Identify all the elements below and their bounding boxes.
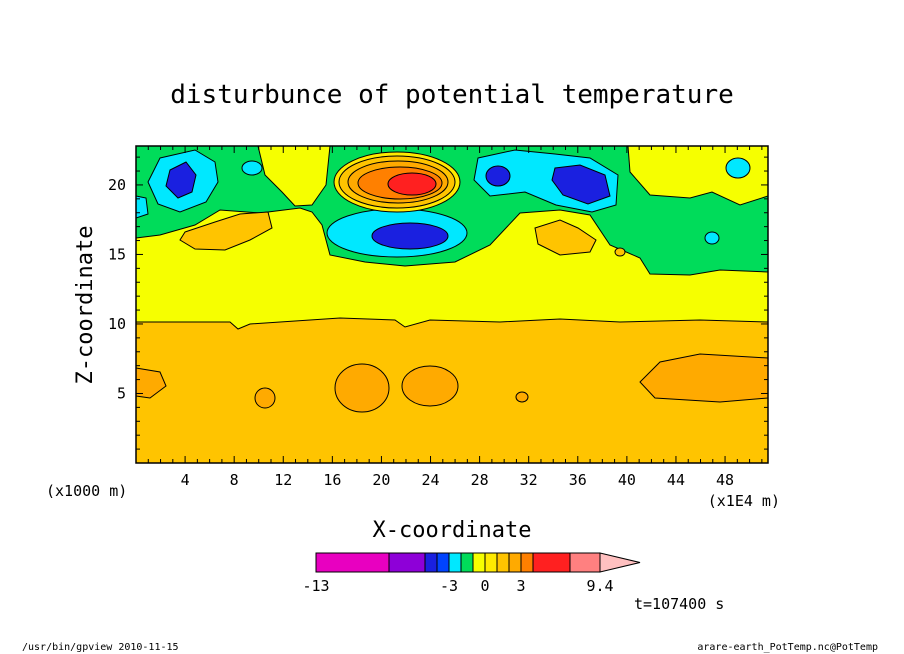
cold-anomaly-right-inner-2: [485, 165, 511, 187]
x-tick-label: 16: [323, 471, 341, 489]
colorbar-segment: [460, 552, 474, 573]
x-tick-label: 12: [274, 471, 292, 489]
colorbar-segment: [520, 552, 534, 573]
cold-anomaly-far-right-small: [704, 231, 720, 245]
y-axis-unit: (x1000 m): [46, 482, 127, 500]
x-axis-unit: (x1E4 m): [708, 492, 780, 510]
colorbar-segment: [508, 552, 522, 573]
y-tick-label: 20: [108, 176, 126, 194]
warm-anomaly-mid-2: [534, 219, 597, 256]
colorbar-tick-label: 0: [480, 577, 489, 595]
colorbar-segment: [569, 552, 601, 573]
warm-core-l5: [387, 172, 437, 196]
plot-frame: [135, 145, 769, 464]
x-tick-label: 8: [230, 471, 239, 489]
cold-anomaly-left-small: [241, 160, 263, 176]
cold-core-below-inner: [371, 222, 449, 250]
x-tick-label: 20: [372, 471, 390, 489]
colorbar-extend-arrow: [599, 552, 641, 573]
contour-fields: [136, 146, 768, 463]
warm-anomaly-mid-1: [179, 211, 273, 251]
x-tick-label: 4: [181, 471, 190, 489]
time-label: t=107400 s: [634, 595, 724, 613]
colorbar-tick-label: 9.4: [586, 577, 613, 595]
x-tick-label: 24: [421, 471, 439, 489]
x-tick-label: 36: [569, 471, 587, 489]
x-axis-ticks: 4 8 12 16 20 24 28 32 36 40 44 48: [147, 146, 763, 489]
warm-anomaly-low-4: [136, 367, 167, 399]
x-tick-label: 28: [471, 471, 489, 489]
warm-anomaly-low-2: [401, 365, 459, 407]
colorbar-segment: [388, 552, 426, 573]
warm-anomaly-low-1: [334, 363, 390, 413]
y-axis-ticks: 5 10 15 20: [108, 156, 768, 450]
region-upper-yellow-left: [257, 146, 331, 207]
colorbar-segment: [436, 552, 450, 573]
y-axis-label: Z-coordinate: [73, 226, 98, 385]
colorbar-segment: [472, 552, 486, 573]
colorbar-segment: [484, 552, 498, 573]
colorbar: [315, 552, 641, 573]
footer-left: /usr/bin/gpview 2010-11-15: [22, 642, 179, 653]
x-tick-label: 44: [667, 471, 685, 489]
x-tick-label: 40: [618, 471, 636, 489]
y-tick-label: 5: [117, 384, 126, 402]
colorbar-segment: [315, 552, 390, 573]
warm-anomaly-low-3: [639, 353, 768, 403]
colorbar-segment: [448, 552, 462, 573]
x-axis-label: X-coordinate: [373, 518, 532, 543]
warm-anomaly-low-6: [515, 391, 529, 403]
colorbar-segment: [496, 552, 510, 573]
y-tick-label: 15: [108, 245, 126, 263]
colorbar-tick-label: -3: [440, 577, 458, 595]
colorbar-tick-label: 3: [516, 577, 525, 595]
y-tick-label: 10: [108, 315, 126, 333]
colorbar-segment: [424, 552, 438, 573]
footer-right: arare-earth_PotTemp.nc@PotTemp: [697, 642, 878, 653]
x-tick-label: 32: [520, 471, 538, 489]
cold-anomaly-right-inner-1: [551, 164, 611, 205]
chart-title: disturbunce of potential temperature: [170, 80, 734, 110]
colorbar-tick-label: -13: [302, 577, 329, 595]
cold-anomaly-far-right: [725, 157, 751, 179]
warm-anomaly-mid-3: [614, 247, 626, 257]
warm-anomaly-low-5: [254, 387, 276, 409]
colorbar-segment: [532, 552, 571, 573]
colorbar-tick-labels: -13 -3 0 3 9.4: [302, 577, 613, 595]
cold-anomaly-left-inner: [165, 161, 197, 199]
x-tick-label: 48: [716, 471, 734, 489]
